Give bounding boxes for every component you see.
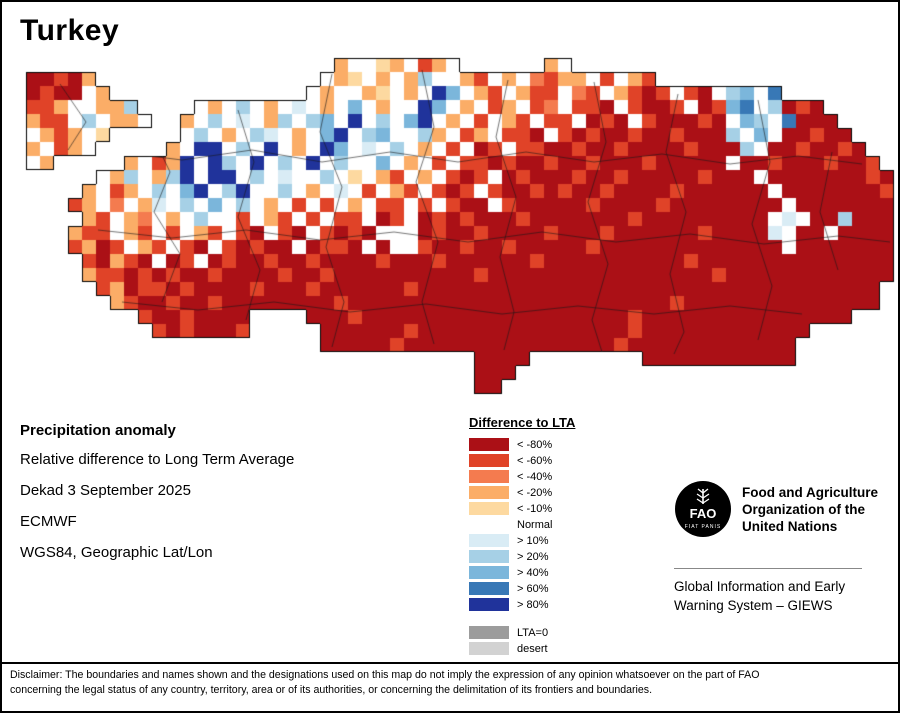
- legend-swatch: [469, 470, 509, 483]
- fao-divider-line: [674, 568, 862, 569]
- legend-label: < -20%: [517, 486, 553, 499]
- legend-label: desert: [517, 642, 548, 655]
- legend-swatch: [469, 486, 509, 499]
- legend-item: < -40%: [469, 469, 575, 484]
- map-canvas: [2, 2, 898, 422]
- info-heading: Precipitation anomaly: [20, 422, 176, 439]
- legend-swatch: [469, 502, 509, 515]
- legend-label: LTA=0: [517, 626, 549, 639]
- legend-swatch: [469, 642, 509, 655]
- legend-item: < -60%: [469, 453, 575, 468]
- legend-items: < -80% < -60% < -40% < -20% < -10% Normal > 10…: [469, 437, 575, 612]
- legend-swatch: [469, 438, 509, 451]
- legend-label: < -80%: [517, 438, 553, 451]
- legend-item: Normal: [469, 517, 575, 532]
- legend-item: < -10%: [469, 501, 575, 516]
- legend-item: desert: [469, 641, 575, 656]
- legend-swatch: [469, 626, 509, 639]
- legend-label: > 40%: [517, 566, 549, 579]
- legend-swatch: [469, 534, 509, 547]
- legend-label: Normal: [517, 518, 553, 531]
- legend-swatch: [469, 550, 509, 563]
- legend-swatch: [469, 454, 509, 467]
- fao-logo-text: FAO: [690, 506, 717, 521]
- info-source: ECMWF: [20, 513, 77, 530]
- legend-label: < -60%: [517, 454, 553, 467]
- legend-swatch: [469, 598, 509, 611]
- legend-label: > 20%: [517, 550, 549, 563]
- page-title: Turkey: [20, 14, 120, 47]
- legend-label: > 10%: [517, 534, 549, 547]
- legend-title: Difference to LTA: [469, 415, 576, 430]
- disclaimer-text: Disclaimer: The boundaries and names sho…: [2, 662, 898, 711]
- legend-swatch: [469, 582, 509, 595]
- fao-logo: FAO FIAT PANIS: [675, 481, 731, 537]
- legend-item: > 20%: [469, 549, 575, 564]
- legend-item: > 60%: [469, 581, 575, 596]
- info-projection: WGS84, Geographic Lat/Lon: [20, 544, 213, 561]
- legend-item: > 10%: [469, 533, 575, 548]
- legend-label: > 80%: [517, 598, 549, 611]
- legend-swatch: [469, 518, 509, 531]
- legend-item: > 80%: [469, 597, 575, 612]
- giews-label: Global Information and Early Warning Sys…: [674, 579, 846, 613]
- fao-org-name: Food and Agriculture Organization of the…: [742, 485, 878, 534]
- fao-block: FAO FIAT PANIS Food and Agriculture Orga…: [674, 480, 878, 538]
- legend-item: LTA=0: [469, 625, 575, 640]
- legend-item: < -80%: [469, 437, 575, 452]
- legend-swatch: [469, 566, 509, 579]
- legend-item: < -20%: [469, 485, 575, 500]
- map-info-block: Precipitation anomaly Relative differenc…: [20, 422, 294, 575]
- legend-item: > 40%: [469, 565, 575, 580]
- info-subtitle: Relative difference to Long Term Average: [20, 451, 295, 468]
- legend-label: < -40%: [517, 470, 553, 483]
- legend-extra-items: LTA=0 desert: [469, 625, 575, 656]
- fao-logo-motto: FIAT PANIS: [685, 524, 721, 530]
- legend-label: > 60%: [517, 582, 549, 595]
- legend: Difference to LTA < -80% < -60% < -40% < -2…: [469, 415, 575, 657]
- info-dekad: Dekad 3 September 2025: [20, 482, 191, 499]
- legend-label: < -10%: [517, 502, 553, 515]
